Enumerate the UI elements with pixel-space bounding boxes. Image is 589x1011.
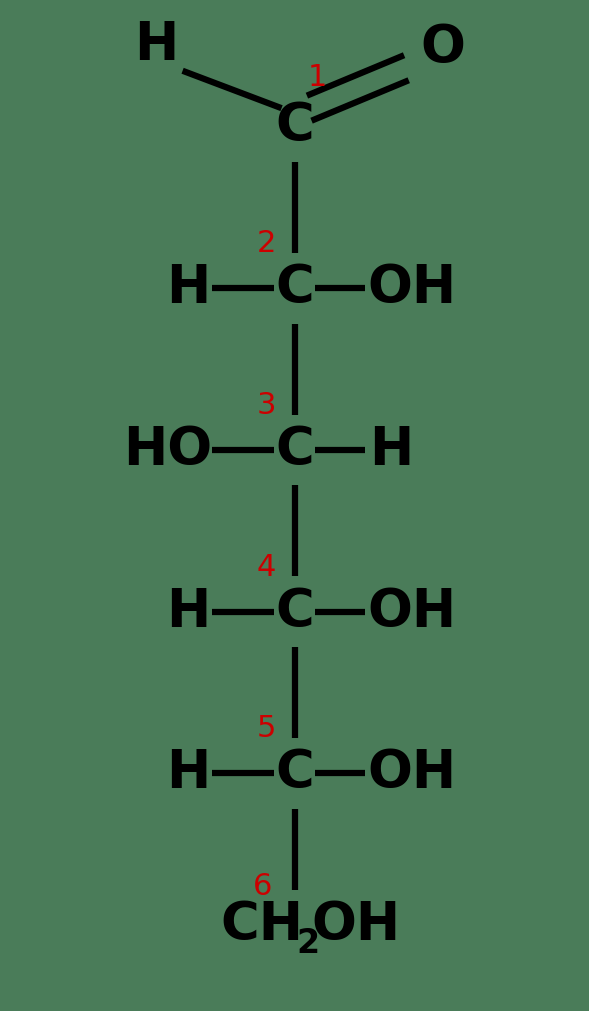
Text: 4: 4 — [257, 553, 276, 581]
Text: OH: OH — [368, 585, 457, 638]
Text: C: C — [275, 262, 314, 314]
Text: 5: 5 — [257, 715, 276, 743]
Text: C: C — [275, 424, 314, 476]
Text: 1: 1 — [307, 64, 326, 92]
Text: C: C — [275, 100, 314, 153]
Text: 6: 6 — [253, 872, 272, 901]
Text: O: O — [421, 21, 465, 74]
Text: 3: 3 — [256, 391, 276, 420]
Text: 2: 2 — [257, 229, 276, 258]
Text: H: H — [166, 747, 211, 800]
Text: C: C — [275, 747, 314, 800]
Text: C: C — [275, 585, 314, 638]
Text: H: H — [166, 262, 211, 314]
Text: H: H — [369, 424, 414, 476]
Text: OH: OH — [368, 747, 457, 800]
Text: H: H — [166, 585, 211, 638]
Text: OH: OH — [312, 899, 401, 951]
Text: HO: HO — [123, 424, 213, 476]
Text: OH: OH — [368, 262, 457, 314]
Text: 2: 2 — [296, 927, 319, 959]
Text: CH: CH — [221, 899, 303, 951]
Text: H: H — [134, 19, 178, 72]
